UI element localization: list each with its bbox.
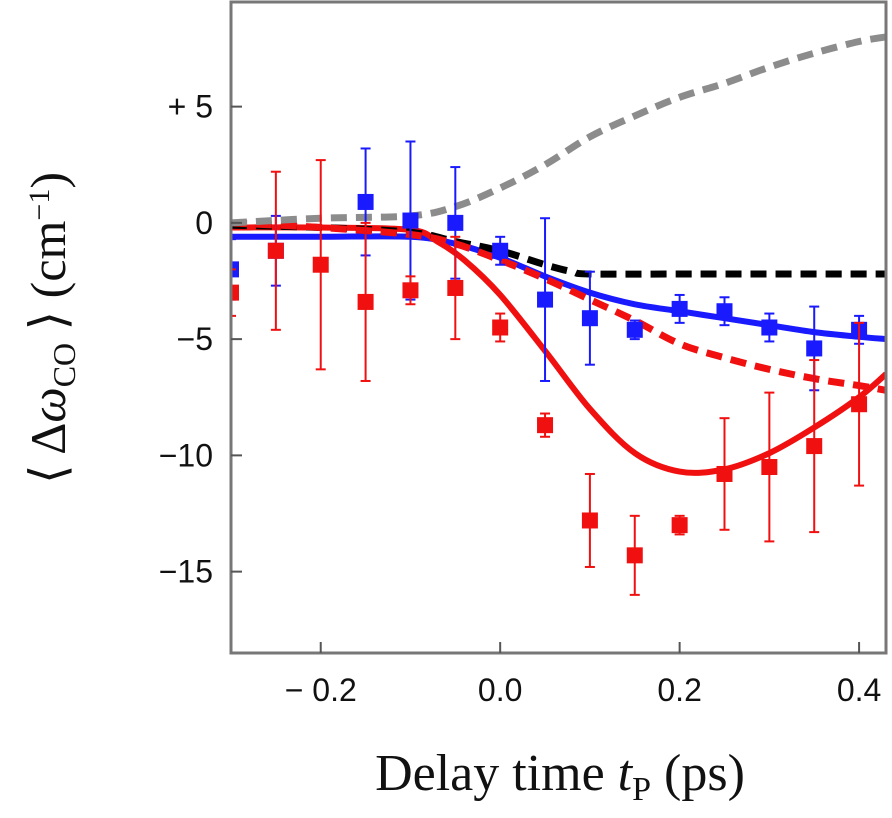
ticks-layer: − 0.2 0.0 0.2 0.4 + 5 0 −5 −10 −15	[159, 89, 882, 708]
x-tick-label: 0.4	[837, 672, 881, 708]
y-tick-label: −15	[159, 554, 213, 590]
y-axis-title: ⟨ ΔωCO ⟩ (cm−1)	[20, 172, 82, 484]
x-tick-label: 0.2	[657, 672, 701, 708]
red-data-points	[231, 159, 868, 596]
blue-data-marker	[537, 291, 554, 308]
blue-data-marker	[492, 242, 509, 259]
red-data-marker	[312, 256, 329, 273]
x-tick-label: 0.0	[478, 672, 522, 708]
red-data-marker	[806, 438, 823, 455]
y-tick-label: 0	[195, 205, 213, 241]
blue-data-marker	[761, 319, 778, 336]
red-data-marker	[267, 242, 284, 259]
blue-data-marker	[447, 214, 464, 231]
series-layer	[231, 33, 886, 596]
x-axis-title: Delay time tP (ps)	[375, 745, 745, 808]
blue-data-marker	[402, 212, 419, 229]
red-data-marker	[402, 282, 419, 299]
red-data-marker	[537, 417, 554, 434]
red-data-marker	[626, 547, 643, 564]
red-data-marker	[716, 465, 733, 482]
red-data-marker	[447, 279, 464, 296]
red-data-marker	[581, 512, 598, 529]
dashed-black-line	[231, 221, 886, 278]
plot-frame	[229, 0, 888, 655]
dashed-gray-line	[231, 33, 886, 227]
blue-data-marker	[581, 310, 598, 327]
blue-data-marker	[671, 300, 688, 317]
red-data-marker	[851, 396, 868, 413]
red-data-marker	[761, 459, 778, 475]
y-tick-label: −5	[177, 321, 213, 357]
y-tick-label: −10	[159, 437, 213, 473]
blue-data-marker	[357, 193, 374, 210]
red-data-marker	[492, 319, 509, 336]
solid-red-line	[231, 224, 886, 476]
blue-data-marker	[716, 303, 733, 320]
red-data-marker	[231, 284, 239, 301]
y-tick-label: + 5	[168, 89, 213, 125]
red-data-marker	[671, 517, 688, 534]
x-tick-label: − 0.2	[285, 672, 357, 708]
dashed-red-line	[231, 219, 886, 394]
blue-data-marker	[806, 340, 823, 357]
blue-data-marker	[626, 321, 643, 338]
red-data-marker	[357, 293, 374, 310]
